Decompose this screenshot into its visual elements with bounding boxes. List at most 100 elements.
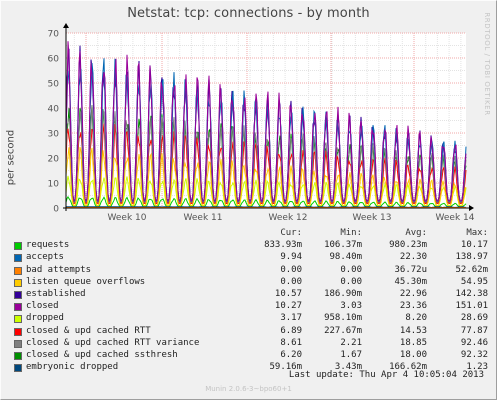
legend-series-name: embryonic dropped — [26, 362, 119, 373]
legend-avg-value: 8.20 — [405, 313, 427, 324]
legend-avg-value: 36.72u — [394, 264, 427, 275]
y-axis-arrow — [63, 23, 69, 28]
legend-min-value: 3.03 — [340, 301, 362, 312]
legend-avg-value: 45.30m — [394, 276, 427, 287]
x-tick-label: Week 10 — [108, 213, 147, 223]
legend-cur-value: 3.17 — [280, 313, 302, 324]
legend-swatch — [14, 303, 22, 312]
y-tick-label: 30 — [48, 130, 60, 140]
legend-min-value: 958.10m — [324, 313, 362, 324]
legend-header-cur: Cur: — [280, 228, 302, 238]
legend-row: closed & upd cached RTT 6.89 227.67m 14.53 7… — [14, 325, 490, 337]
legend-row: accepts 9.94 98.40m 22.30 138.97 — [14, 251, 490, 263]
legend-swatch — [14, 266, 22, 275]
legend-row: bad attempts 0.00 0.00 36.72u 52.62m — [14, 264, 490, 276]
series-line — [65, 41, 467, 203]
legend-swatch — [14, 327, 22, 336]
legend-max-value: 142.38 — [455, 288, 488, 299]
y-tick-label: 70 — [48, 30, 60, 40]
legend-cur-value: 9.94 — [280, 252, 302, 263]
legend-header-min: Min: — [340, 228, 362, 238]
legend-cur-value: 0.00 — [280, 264, 302, 275]
legend-min-value: 1.67 — [340, 349, 362, 360]
legend-cur-value: 6.89 — [280, 325, 302, 336]
legend-max-value: 28.69 — [460, 313, 488, 324]
legend-max-value: 52.62m — [455, 264, 488, 275]
y-tick-label: 50 — [48, 80, 60, 90]
legend-min-value: 98.40m — [329, 252, 362, 263]
legend-cur-value: 10.57 — [274, 288, 302, 299]
y-tick-label: 10 — [48, 180, 60, 190]
legend-row: established 10.57 186.90m 22.96 142.38 — [14, 288, 490, 300]
legend-swatch — [14, 254, 22, 263]
legend-min-value: 2.21 — [340, 337, 362, 348]
legend-series-name: closed & upd cached RTT variance — [26, 337, 200, 348]
x-tick-label: Week 12 — [269, 213, 308, 223]
legend-header-avg: Avg: — [405, 228, 427, 238]
legend-swatch — [14, 290, 22, 299]
legend-header-row: Cur: Min: Avg: Max: — [14, 227, 490, 239]
legend-cur-value: 833.93m — [264, 240, 302, 251]
legend-max-value: 10.17 — [460, 240, 488, 251]
legend-series-name: established — [26, 288, 86, 299]
legend-row: closed & upd cached RTT variance 8.61 2.21… — [14, 337, 490, 349]
legend-max-value: 138.97 — [455, 252, 488, 263]
legend-rows: requests 833.93m 106.37m 980.23m 10.17 accept… — [14, 239, 490, 373]
legend-avg-value: 18.85 — [399, 337, 427, 348]
legend-swatch — [14, 364, 22, 373]
x-tick-label: Week 14 — [436, 213, 475, 223]
legend-series-name: requests — [26, 240, 70, 251]
legend-row: closed 10.27 3.03 23.36 151.01 — [14, 300, 490, 312]
x-axis-arrow — [469, 205, 474, 211]
legend-avg-value: 23.36 — [399, 301, 427, 312]
legend-swatch — [14, 339, 22, 348]
y-tick-label: 60 — [48, 55, 60, 65]
legend-cur-value: 8.61 — [280, 337, 302, 348]
last-update: Last update: Thu Apr 4 10:05:04 2013 — [288, 370, 484, 380]
y-tick-label: 0 — [53, 205, 59, 215]
legend-max-value: 92.32 — [460, 349, 488, 360]
legend-max-value: 1.23 — [466, 362, 488, 373]
legend-avg-value: 22.30 — [399, 252, 427, 263]
legend-series-name: closed & upd cached RTT — [26, 325, 151, 336]
legend-cur-value: 0.00 — [280, 276, 302, 287]
legend-avg-value: 166.62m — [389, 362, 427, 373]
x-tick-labels: Week 10 Week 11 Week 12 Week 13 Week 14 — [108, 213, 475, 223]
legend-swatch — [14, 351, 22, 360]
legend-row: closed & upd cached ssthresh 6.20 1.67 18.0… — [14, 349, 490, 361]
legend-series-name: accepts — [26, 252, 64, 263]
legend-series-name: dropped — [26, 313, 64, 324]
legend-swatch — [14, 315, 22, 324]
legend-series-name: closed — [26, 301, 59, 312]
legend-min-value: 106.37m — [324, 240, 362, 251]
y-tick-labels: 0 10 20 30 40 50 60 70 — [48, 30, 60, 215]
legend-min-value: 0.00 — [340, 276, 362, 287]
legend-row: embryonic dropped 59.16m 3.43m 166.62m 1.23 — [14, 361, 490, 373]
legend-avg-value: 22.96 — [399, 288, 427, 299]
legend-min-value: 186.90m — [324, 288, 362, 299]
legend-row: dropped 3.17 958.10m 8.20 28.69 — [14, 312, 490, 324]
legend-max-value: 92.46 — [460, 337, 488, 348]
legend-min-value: 3.43m — [334, 362, 362, 373]
legend-swatch — [14, 242, 22, 251]
legend-series-name: bad attempts — [26, 264, 92, 275]
legend-row: listen queue overflows 0.00 0.00 45.30m 54.9… — [14, 276, 490, 288]
legend-max-value: 77.87 — [460, 325, 488, 336]
x-tick-label: Week 13 — [353, 213, 392, 223]
legend-header-max: Max: — [466, 228, 488, 238]
axes — [63, 23, 474, 211]
legend-avg-value: 980.23m — [389, 240, 427, 251]
legend-cur-value: 6.20 — [280, 349, 302, 360]
chart-title: Netstat: tcp: connections - by month — [127, 6, 370, 21]
legend-max-value: 54.95 — [460, 276, 488, 287]
legend-row: requests 833.93m 106.37m 980.23m 10.17 — [14, 239, 490, 251]
legend-series-name: closed & upd cached ssthresh — [26, 349, 178, 360]
legend-cur-value: 10.27 — [274, 301, 302, 312]
legend-swatch — [14, 278, 22, 287]
legend-avg-value: 14.53 — [399, 325, 427, 336]
legend-min-value: 227.67m — [324, 325, 362, 336]
y-tick-label: 40 — [48, 105, 60, 115]
x-tick-label: Week 11 — [184, 213, 223, 223]
legend-cur-value: 59.16m — [269, 362, 302, 373]
